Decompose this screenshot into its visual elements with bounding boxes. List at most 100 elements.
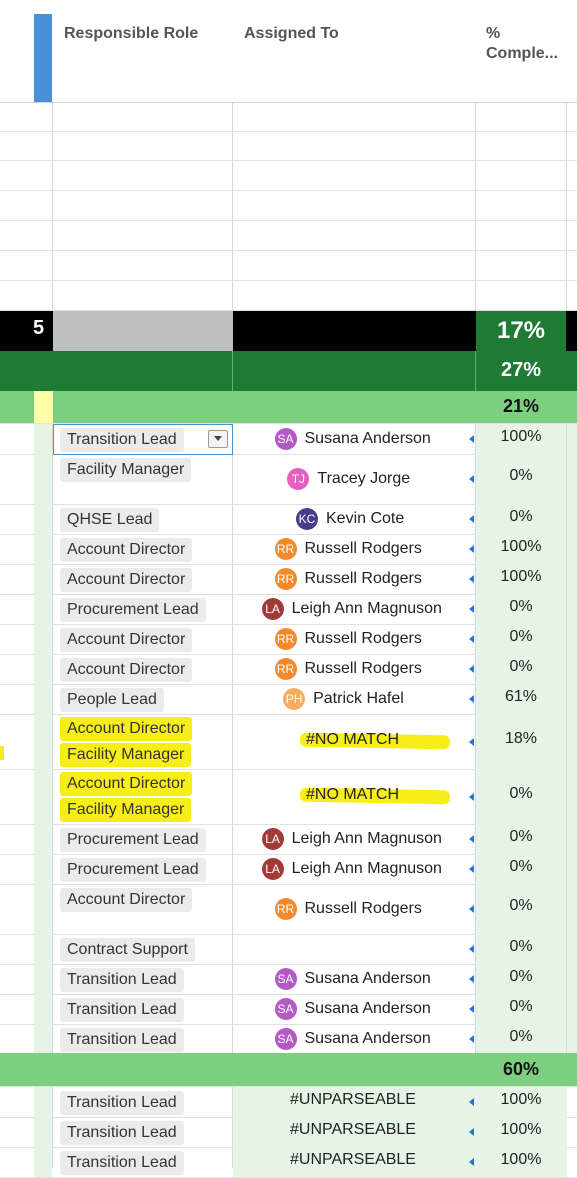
- caret-left-icon[interactable]: [469, 545, 474, 553]
- task-row[interactable]: People Lead PH Patrick Hafel 61%: [0, 684, 577, 715]
- task-row[interactable]: Account Director RR Russell Rodgers 100%: [0, 534, 577, 565]
- pct-cell[interactable]: [476, 424, 566, 454]
- caret-left-icon[interactable]: [469, 605, 474, 613]
- summary-cell: [566, 311, 577, 351]
- col-header-assigned-to[interactable]: Assigned To: [233, 14, 475, 102]
- assigned-cell[interactable]: [233, 1117, 567, 1147]
- role-tag: Account Director: [60, 888, 193, 912]
- caret-left-icon[interactable]: [469, 635, 474, 643]
- caret-left-icon[interactable]: [469, 475, 474, 483]
- caret-left-icon[interactable]: [469, 515, 474, 523]
- task-row[interactable]: Transition Lead #UNPARSEABLE 100%: [0, 1147, 577, 1178]
- caret-left-icon[interactable]: [469, 1128, 474, 1136]
- task-row[interactable]: Transition Lead #UNPARSEABLE 100%: [0, 1117, 577, 1148]
- caret-left-icon[interactable]: [469, 905, 474, 913]
- empty-row[interactable]: [0, 221, 577, 251]
- avatar: SA: [274, 428, 297, 450]
- caret-left-icon[interactable]: [469, 865, 474, 873]
- pct-cell[interactable]: [476, 534, 566, 564]
- pct-cell[interactable]: [476, 1024, 566, 1054]
- assignee-name: Leigh Ann Magnuson: [291, 830, 442, 847]
- percent-complete: 0%: [509, 897, 533, 914]
- task-row[interactable]: Transition Lead SA Susana Anderson 0%: [0, 994, 577, 1025]
- caret-left-icon[interactable]: [469, 1035, 474, 1043]
- task-row[interactable]: Transition Lead SA Susana Anderson 100%: [0, 424, 577, 455]
- role-tag: Transition Lead: [60, 1121, 184, 1145]
- task-row[interactable]: Account Director Facility Manager #NO MATC…: [0, 714, 577, 770]
- empty-row[interactable]: [0, 191, 577, 221]
- summary-pct: 21%: [502, 396, 540, 416]
- task-row[interactable]: Procurement Lead LA Leigh Ann Magnuson 0%: [0, 594, 577, 625]
- row-gutter: [34, 884, 52, 934]
- task-row[interactable]: Transition Lead SA Susana Anderson 0%: [0, 1024, 577, 1055]
- assigned-cell[interactable]: [233, 1087, 567, 1117]
- summary-row-black[interactable]: 5 17%: [0, 311, 577, 351]
- pct-cell[interactable]: [476, 594, 566, 624]
- caret-left-icon[interactable]: [469, 435, 474, 443]
- caret-left-icon[interactable]: [469, 975, 474, 983]
- empty-row[interactable]: [0, 161, 577, 191]
- percent-complete: 0%: [509, 858, 533, 875]
- pct-cell[interactable]: [476, 854, 566, 884]
- caret-left-icon[interactable]: [469, 1005, 474, 1013]
- row-header-accent: [34, 14, 52, 102]
- row-right-edge: [567, 534, 577, 564]
- pct-cell[interactable]: [476, 964, 566, 994]
- task-row[interactable]: Contract Support 0%: [0, 934, 577, 965]
- task-row[interactable]: Procurement Lead LA Leigh Ann Magnuson 0%: [0, 824, 577, 855]
- summary-cell: [53, 311, 233, 351]
- empty-row[interactable]: [0, 131, 577, 161]
- pct-cell[interactable]: [476, 654, 566, 684]
- row-right-edge: [567, 654, 577, 684]
- caret-left-icon[interactable]: [469, 695, 474, 703]
- task-row[interactable]: Facility Manager TJ Tracey Jorge 0%: [0, 454, 577, 505]
- caret-left-icon[interactable]: [469, 945, 474, 953]
- pct-cell[interactable]: [476, 824, 566, 854]
- assignee-error: #UNPARSEABLE: [290, 1121, 416, 1138]
- col-header-percent-complete[interactable]: % Comple...: [476, 14, 566, 102]
- role-tag: Transition Lead: [60, 1028, 184, 1052]
- caret-left-icon[interactable]: [469, 665, 474, 673]
- empty-row[interactable]: [0, 281, 577, 311]
- pct-cell[interactable]: [476, 504, 566, 534]
- summary-pct: 27%: [500, 359, 542, 381]
- empty-row[interactable]: [0, 102, 577, 132]
- pct-cell[interactable]: [476, 934, 566, 964]
- caret-left-icon[interactable]: [469, 1098, 474, 1106]
- summary-row-light-green[interactable]: 21%: [0, 391, 577, 424]
- row-gutter: [34, 624, 52, 654]
- caret-left-icon[interactable]: [469, 738, 474, 746]
- pct-cell[interactable]: [476, 564, 566, 594]
- col-header-responsible-role[interactable]: Responsible Role: [53, 14, 232, 102]
- summary-row-green[interactable]: 27%: [0, 351, 577, 392]
- group-total-row[interactable]: 60%: [0, 1053, 577, 1087]
- caret-left-icon[interactable]: [469, 793, 474, 801]
- task-row[interactable]: Transition Lead SA Susana Anderson 0%: [0, 964, 577, 995]
- row-right-edge: [567, 564, 577, 594]
- task-row[interactable]: QHSE Lead KC Kevin Cote 0%: [0, 504, 577, 535]
- task-row[interactable]: Account Director RR Russell Rodgers 0%: [0, 624, 577, 655]
- row-right-edge: [567, 994, 577, 1024]
- task-row[interactable]: Account Director Facility Manager #NO MATC…: [0, 769, 577, 825]
- caret-left-icon[interactable]: [469, 835, 474, 843]
- task-row[interactable]: Account Director RR Russell Rodgers 0%: [0, 654, 577, 685]
- dropdown-button[interactable]: [208, 430, 228, 448]
- pct-cell[interactable]: [476, 714, 566, 769]
- task-row[interactable]: Account Director RR Russell Rodgers 0%: [0, 884, 577, 935]
- assignee-name: Russell Rodgers: [304, 630, 422, 647]
- task-row[interactable]: Transition Lead #UNPARSEABLE 100%: [0, 1087, 577, 1118]
- pct-cell[interactable]: [476, 769, 566, 824]
- task-row[interactable]: Account Director RR Russell Rodgers 100%: [0, 564, 577, 595]
- caret-left-icon[interactable]: [469, 575, 474, 583]
- caret-left-icon[interactable]: [469, 1158, 474, 1166]
- active-cell-border[interactable]: [53, 424, 233, 455]
- pct-cell[interactable]: [476, 624, 566, 654]
- task-row[interactable]: Procurement Lead LA Leigh Ann Magnuson 0%: [0, 854, 577, 885]
- empty-row[interactable]: [0, 251, 577, 281]
- pct-cell[interactable]: [476, 684, 566, 714]
- pct-cell[interactable]: [476, 884, 566, 934]
- role-tag: Transition Lead: [60, 428, 184, 452]
- pct-cell[interactable]: [476, 454, 566, 504]
- assignee-name: Russell Rodgers: [304, 570, 422, 587]
- pct-cell[interactable]: [476, 994, 566, 1024]
